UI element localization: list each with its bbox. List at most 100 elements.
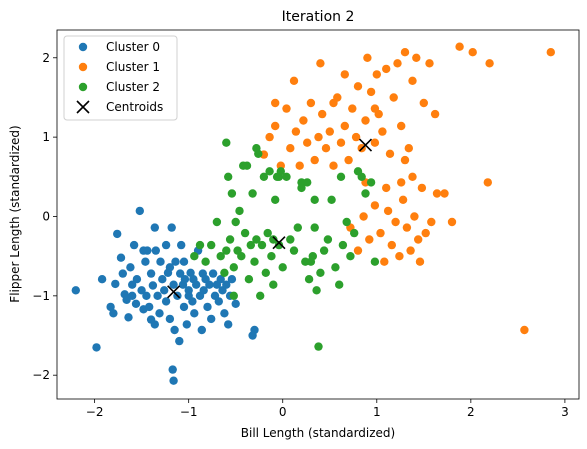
legend-label: Centroids: [106, 100, 163, 114]
data-point: [128, 280, 137, 289]
data-point: [329, 161, 338, 170]
data-point: [246, 240, 255, 250]
data-point: [240, 228, 250, 238]
data-point: [118, 269, 128, 278]
centroid-marker: [167, 285, 181, 299]
data-point: [271, 121, 280, 131]
data-point: [145, 302, 154, 312]
data-point: [227, 189, 237, 198]
data-point: [440, 189, 449, 198]
data-point: [406, 246, 415, 255]
data-point: [129, 240, 139, 250]
data-point: [165, 263, 175, 272]
data-point: [414, 235, 423, 244]
data-point: [417, 183, 427, 193]
data-point: [297, 183, 306, 193]
y-tick-label: −1: [32, 289, 50, 303]
data-point: [203, 302, 212, 312]
data-point: [222, 280, 231, 289]
data-point: [370, 257, 380, 266]
data-point: [190, 309, 199, 318]
data-point: [235, 206, 244, 216]
data-point: [303, 138, 312, 147]
data-point: [404, 144, 413, 153]
data-point: [148, 281, 158, 290]
data-point: [389, 93, 398, 102]
data-point: [267, 252, 276, 261]
data-point: [250, 257, 259, 266]
data-point: [109, 309, 118, 318]
data-point: [485, 59, 494, 68]
data-point: [412, 53, 421, 62]
data-point: [340, 121, 349, 131]
data-point: [385, 149, 395, 158]
data-point: [329, 98, 338, 108]
data-point: [387, 240, 396, 250]
data-point: [348, 104, 357, 113]
data-point: [318, 109, 327, 119]
data-point: [155, 309, 164, 318]
data-point: [419, 98, 428, 108]
data-point: [397, 178, 406, 187]
data-point: [224, 320, 233, 329]
data-point: [391, 217, 400, 227]
data-point: [216, 252, 225, 261]
data-point: [400, 155, 410, 165]
legend-box: [63, 35, 178, 121]
data-point: [546, 48, 555, 57]
data-point: [244, 275, 254, 284]
data-point: [289, 246, 299, 255]
data-point: [190, 252, 199, 261]
data-point: [192, 280, 201, 289]
y-tick-label: 2: [42, 51, 50, 65]
data-point: [286, 144, 295, 153]
x-axis-label: Bill Length (standardized): [241, 426, 395, 440]
y-axis: −2 −1 0 1 2: [32, 51, 57, 382]
data-point: [106, 302, 115, 312]
data-point: [278, 263, 287, 272]
legend: Cluster 0 Cluster 1 Cluster 2 Centroids: [63, 35, 178, 121]
data-point: [316, 268, 325, 277]
data-point: [400, 48, 410, 57]
data-point: [295, 161, 304, 170]
data-point: [175, 336, 184, 346]
plot-frame: [56, 29, 580, 400]
data-point: [380, 257, 389, 266]
y-tick-label: 0: [42, 209, 50, 223]
data-point: [338, 240, 348, 250]
series-1: [259, 42, 555, 335]
data-point: [363, 53, 372, 62]
data-point: [415, 257, 425, 266]
data-point: [382, 183, 391, 193]
data-point: [160, 286, 169, 295]
data-point: [410, 212, 419, 221]
data-point: [291, 127, 301, 136]
data-point: [397, 121, 406, 131]
data-point: [201, 257, 210, 266]
data-point: [220, 268, 229, 277]
data-point: [146, 315, 156, 324]
data-point: [447, 217, 457, 227]
data-point: [269, 235, 278, 244]
data-point: [113, 229, 122, 239]
data-point: [132, 275, 142, 284]
data-point: [366, 178, 376, 187]
data-point: [353, 82, 363, 91]
data-point: [169, 376, 178, 385]
data-point: [225, 235, 235, 244]
data-point: [314, 132, 323, 142]
legend-label: Cluster 0: [106, 40, 160, 54]
data-point: [282, 172, 291, 181]
data-point: [335, 280, 344, 289]
data-point: [71, 286, 81, 295]
data-point: [229, 291, 238, 300]
y-tick-label: −2: [32, 368, 50, 382]
data-point: [180, 275, 190, 284]
data-point: [248, 189, 257, 198]
data-point: [176, 269, 185, 278]
data-point: [252, 144, 261, 153]
data-point: [137, 286, 146, 295]
data-point: [370, 104, 380, 113]
data-point: [299, 116, 308, 125]
data-point: [425, 59, 434, 68]
